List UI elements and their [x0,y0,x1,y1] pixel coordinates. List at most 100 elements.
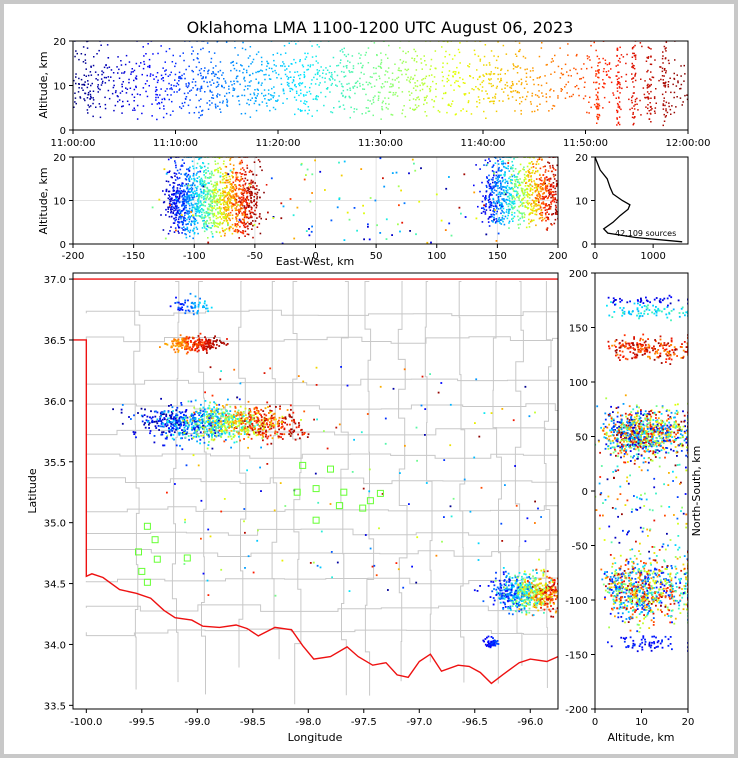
map-source-point [162,422,164,425]
time-altitude-point [92,102,94,105]
map-source-point [170,411,173,413]
time-altitude-point [346,89,349,91]
ew-point [228,229,231,232]
ew-point [204,214,206,217]
ew-point [496,210,498,213]
ew-point [196,228,199,230]
time-altitude-point [676,96,678,98]
ew-point [244,183,246,186]
ew-point [496,220,498,222]
time-altitude-point [320,66,322,68]
time-altitude-point [82,61,85,63]
time-altitude-point [84,81,86,83]
ew-point [174,162,177,164]
ew-point [508,192,511,195]
ew-point [552,191,555,193]
ew-point [178,209,181,212]
ew-point [520,187,523,190]
ew-point [207,208,209,211]
ew-point [178,216,180,219]
time-altitude-point [655,88,657,90]
time-altitude-point [339,50,342,52]
map-source-point [257,412,259,415]
ew-point [501,169,503,171]
ew-point [199,188,202,191]
time-altitude-point [247,85,249,87]
ew-point [494,162,497,164]
time-altitude-point [636,103,638,105]
ew-point [217,226,219,228]
time-altitude-point [190,89,193,91]
time-altitude-point [298,94,300,97]
time-altitude-point [248,103,250,106]
time-altitude-point [74,92,76,94]
ew-point [519,223,521,226]
ew-point [173,189,176,192]
ew-point [185,223,187,226]
ew-point [246,192,248,195]
ew-point [175,214,178,216]
ew-point [174,175,176,177]
ew-point [213,194,215,196]
time-altitude-point [184,77,186,80]
ew-point [173,182,176,184]
ew-point [213,197,216,200]
time-altitude-point [663,69,666,71]
ew-point [508,199,511,202]
ew-point [543,182,545,184]
ew-point [151,206,154,209]
ew-point [531,199,534,202]
map-source-point [247,446,249,449]
map-source-point [186,431,189,434]
ew-point [184,211,187,214]
time-altitude-point [681,104,683,106]
time-altitude-point [633,67,636,70]
map-source-point [217,431,220,434]
time-altitude-point [662,79,664,81]
time-altitude-point [411,57,413,59]
ew-point [211,199,213,202]
ew-point [239,185,242,187]
time-altitude-point [531,95,533,97]
time-altitude-point [659,66,661,68]
county-line [85,628,558,637]
map-source-point [211,408,213,411]
ew-point [232,227,234,230]
time-altitude-point [135,86,137,89]
ew-point [195,206,198,208]
time-altitude-point [244,112,247,115]
ew-point [201,179,203,181]
ew-point [246,198,248,200]
ew-point [506,195,509,198]
ew-point [240,221,242,223]
time-altitude-point [206,42,209,44]
time-altitude-point [255,53,258,56]
map-source-point [280,436,282,439]
ew-point [193,206,195,209]
time-altitude-point [277,73,280,76]
ew-point [171,176,173,179]
time-altitude-point [261,82,263,84]
ew-point [216,200,219,203]
ew-point [526,191,529,193]
ew-point [176,200,178,202]
time-altitude-point [616,102,619,105]
ew-point [249,190,252,193]
time-altitude-point [512,63,514,65]
ew-point [542,203,545,205]
ew-point [560,156,562,158]
map-source-point [241,430,243,432]
time-altitude-point [368,81,371,84]
ew-point [214,181,216,184]
time-altitude-point [597,118,599,121]
time-altitude-point [289,87,291,90]
time-altitude-point [412,108,414,111]
time-altitude-point [414,104,417,106]
ew-point [242,196,245,199]
ew-point [174,227,177,229]
time-altitude-point [261,60,263,63]
time-altitude-point [618,57,621,60]
time-altitude-point [598,72,600,74]
time-altitude-point [488,97,490,99]
map-source-point [291,419,293,422]
